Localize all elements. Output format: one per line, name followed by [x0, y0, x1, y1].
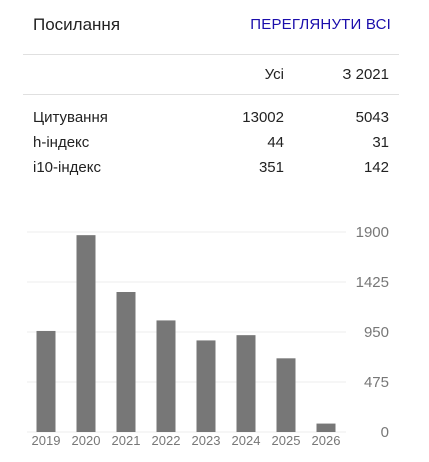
row-value-since: 5043: [355, 109, 389, 126]
view-all-link[interactable]: ПЕРЕГЛЯНУТИ ВСІ: [250, 16, 391, 33]
column-header-since-2021: З 2021: [342, 66, 389, 83]
row-value-all: 351: [258, 159, 284, 176]
x-tick-label: 2019: [32, 433, 61, 448]
row-label: h-індекс: [33, 134, 90, 151]
table-row-h-index: h-індекс 44 31: [23, 131, 399, 156]
row-value-all: 44: [267, 134, 284, 151]
bar-2019[interactable]: [36, 330, 56, 432]
x-tick-label: 2020: [72, 433, 101, 448]
table-row-i10-index: i10-індекс 351 142: [23, 156, 399, 181]
column-header-all: Усі: [264, 66, 284, 83]
citations-header: Посилання ПЕРЕГЛЯНУТИ ВСІ: [23, 0, 399, 55]
bar-2026[interactable]: [316, 423, 336, 432]
y-tick-label: 950: [364, 324, 389, 341]
bar-2022[interactable]: [156, 320, 176, 432]
x-tick-label: 2022: [152, 433, 181, 448]
row-value-all: 13002: [242, 109, 284, 126]
row-value-since: 31: [372, 134, 389, 151]
row-value-since: 142: [363, 159, 389, 176]
citations-bar-chart: 0 475 950 1425 1900 2019 2020 2021 2022 2023 2024 2…: [27, 224, 389, 448]
y-tick-label: 1900: [356, 224, 389, 241]
citations-chart: 0 475 950 1425 1900 2019 2020 2021 2022 2023 2024 2…: [0, 215, 429, 462]
y-tick-label: 475: [364, 374, 389, 391]
bar-2023[interactable]: [196, 340, 216, 432]
bar-2021[interactable]: [116, 292, 136, 432]
x-tick-label: 2024: [232, 433, 261, 448]
x-tick-label: 2025: [272, 433, 301, 448]
citations-title: Посилання: [33, 15, 121, 34]
row-label: Цитування: [33, 109, 108, 126]
bar-2020[interactable]: [76, 235, 96, 432]
bar-2024[interactable]: [236, 335, 256, 432]
x-tick-label: 2026: [312, 433, 341, 448]
y-tick-label: 1425: [356, 274, 389, 291]
table-row-citations: Цитування 13002 5043: [23, 106, 399, 131]
x-tick-label: 2023: [192, 433, 221, 448]
bar-2025[interactable]: [276, 358, 296, 432]
citations-table: Цитування 13002 5043 h-індекс 44 31 i10-…: [23, 106, 399, 181]
citations-table-header: Усі З 2021: [23, 54, 399, 95]
y-tick-label: 0: [381, 424, 389, 441]
row-label: i10-індекс: [33, 159, 101, 176]
x-tick-label: 2021: [112, 433, 141, 448]
